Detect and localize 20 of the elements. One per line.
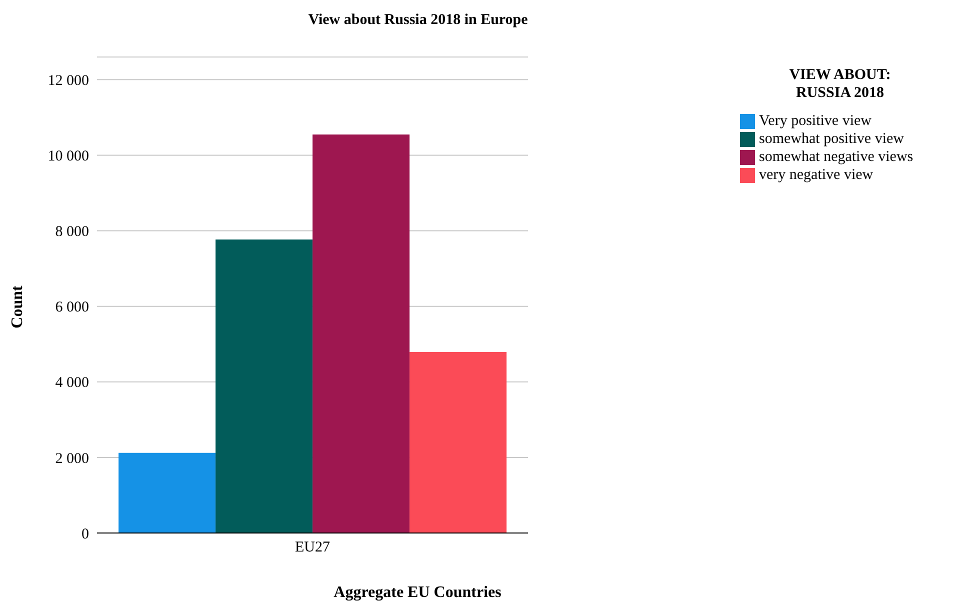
chart-title: View about Russia 2018 in Europe [307, 12, 529, 29]
legend-label: Very positive view [759, 113, 872, 129]
bar [216, 239, 313, 533]
y-tick-label: 6 000 [55, 300, 89, 316]
legend-label: somewhat negative views [759, 149, 914, 165]
legend-label: very negative view [759, 167, 874, 183]
legend-label: somewhat positive view [759, 131, 904, 147]
bar [118, 452, 216, 533]
y-axis-title: Count [9, 284, 27, 330]
y-tick-label: 4 000 [55, 375, 89, 392]
bar [410, 352, 507, 533]
y-tick-label: 10 000 [48, 148, 89, 165]
y-tick-label: 2 000 [55, 450, 89, 467]
x-tick-label: EU27 [295, 540, 330, 556]
legend-title: VIEW ABOUT: RUSSIA 2018 [788, 66, 892, 102]
y-tick-label: 0 [82, 526, 89, 542]
bar [312, 134, 410, 533]
y-tick-label: 8 000 [55, 224, 89, 240]
y-tick-label: 12 000 [48, 72, 89, 89]
x-axis-title: Aggregate EU Countries [332, 584, 502, 602]
